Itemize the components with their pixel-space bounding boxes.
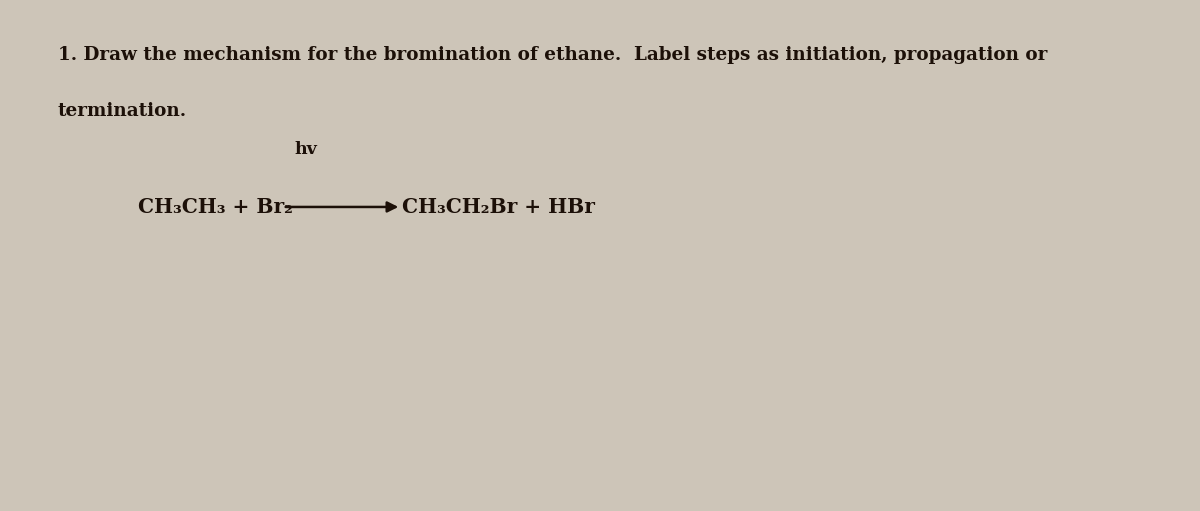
Text: termination.: termination. [58, 102, 187, 120]
Text: CH₃CH₃ + Br₂: CH₃CH₃ + Br₂ [138, 197, 293, 217]
Text: hv: hv [294, 142, 318, 158]
Text: CH₃CH₂Br + HBr: CH₃CH₂Br + HBr [402, 197, 595, 217]
Text: 1. Draw the mechanism for the bromination of ethane.  Label steps as initiation,: 1. Draw the mechanism for the brominatio… [58, 46, 1046, 64]
